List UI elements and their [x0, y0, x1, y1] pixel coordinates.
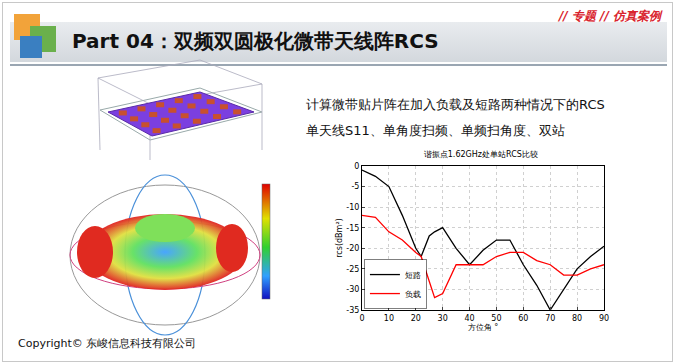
html-text:单天线S11、单角度扫频、单频扫角度、双站: 单天线S11、单角度扫频、单频扫角度、双站 — [306, 123, 565, 138]
svg-text:-5: -5 — [351, 182, 359, 191]
html-text:Part 04：双频双圆极化微带天线阵RCS: Part 04：双频双圆极化微带天线阵RCS — [72, 29, 439, 53]
svg-text:-10: -10 — [346, 203, 359, 212]
svg-text:-35: -35 — [346, 306, 359, 315]
svg-text:方位角 °: 方位角 ° — [468, 323, 499, 332]
svg-text:-15: -15 — [346, 224, 359, 233]
html-text:计算微带贴片阵在加入负载及短路两种情况下的RCS: 计算微带贴片阵在加入负载及短路两种情况下的RCS — [306, 97, 605, 112]
svg-text:80: 80 — [572, 314, 582, 323]
svg-text:70: 70 — [545, 314, 555, 323]
svg-text:20: 20 — [411, 314, 421, 323]
html-text:Copyright© 东峻信息科技有限公司: Copyright© 东峻信息科技有限公司 — [18, 337, 197, 350]
svg-text:90: 90 — [599, 314, 609, 323]
svg-text:短路: 短路 — [405, 271, 421, 280]
svg-text:-20: -20 — [346, 244, 359, 253]
svg-text:10: 10 — [384, 314, 394, 323]
svg-text:60: 60 — [518, 314, 528, 323]
svg-text:50: 50 — [491, 314, 501, 323]
svg-text:-25: -25 — [346, 265, 359, 274]
html-text:// 专题 // 仿真案例: // 专题 // 仿真案例 — [558, 9, 661, 23]
svg-text:30: 30 — [438, 314, 448, 323]
svg-text:-30: -30 — [346, 285, 359, 294]
svg-text:40: 40 — [464, 314, 474, 323]
svg-text:谐振点1.62GHz处单站RCS比较: 谐振点1.62GHz处单站RCS比较 — [424, 150, 538, 159]
svg-text:0: 0 — [354, 162, 359, 171]
svg-text:负载: 负载 — [405, 290, 421, 299]
svg-text:0: 0 — [359, 314, 364, 323]
svg-text:rcs(dBm²): rcs(dBm²) — [335, 218, 344, 258]
